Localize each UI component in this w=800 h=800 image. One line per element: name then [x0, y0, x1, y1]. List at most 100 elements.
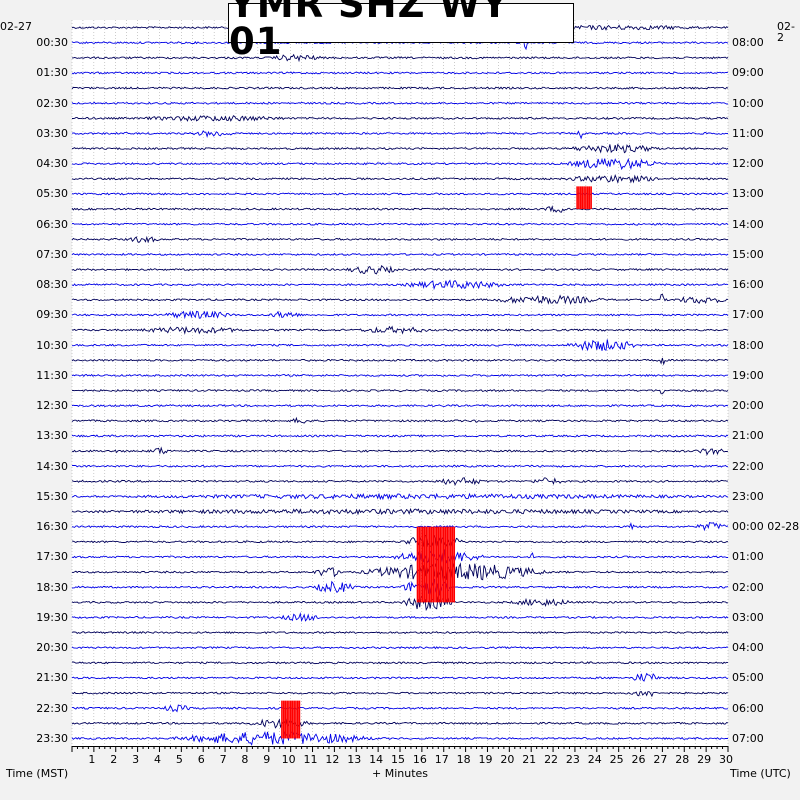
x-tick-label: 29 [697, 753, 712, 766]
trace-line [71, 71, 729, 75]
trace-line [71, 86, 729, 90]
x-tick-label: 12 [325, 753, 340, 766]
left-time-label: 14:30 [36, 459, 68, 473]
left-time-label: 07:30 [36, 247, 68, 261]
x-tick-label: 15 [391, 753, 405, 766]
right-time-label: 08:00 [732, 36, 764, 50]
x-tick-label: 26 [631, 753, 646, 766]
x-tick-label: 23 [565, 753, 580, 766]
trace-line [71, 192, 729, 196]
x-tick-label: 5 [175, 753, 183, 766]
trace-line [71, 37, 729, 51]
trace-line [72, 53, 729, 63]
left-time-label: 16:30 [36, 520, 68, 534]
x-tick-label: 11 [303, 753, 318, 766]
trace-line [71, 492, 729, 501]
left-time-label: 20:30 [36, 641, 68, 655]
right-time-label: 10:00 [732, 96, 764, 110]
trace-line [71, 646, 729, 650]
trace-line [71, 434, 729, 438]
x-tick-label: 9 [263, 753, 271, 766]
trace-line [71, 310, 729, 320]
right-time-label: 21:00 [732, 429, 764, 443]
left-time-label: 11:30 [36, 368, 68, 382]
x-tick-label: 7 [219, 753, 227, 766]
left-time-label: 23:30 [36, 731, 68, 745]
left-time-label: 17:30 [36, 550, 68, 564]
right-time-label: 17:00 [732, 308, 764, 322]
left-time-label: 08:30 [36, 278, 68, 292]
left-time-label: 15:30 [36, 489, 68, 503]
trace-line [71, 416, 729, 424]
left-time-label: 06:30 [36, 217, 68, 231]
x-axis-title: + Minutes [372, 767, 429, 780]
left-time-label: 01:30 [36, 66, 68, 80]
left-time-label: 04:30 [36, 157, 68, 171]
trace-line [71, 174, 729, 184]
x-tick-label: 27 [653, 753, 668, 766]
trace-line [71, 672, 729, 682]
right-time-label: 16:00 [732, 278, 764, 292]
x-tick-label: 4 [153, 753, 161, 766]
x-tick-label: 18 [456, 753, 471, 766]
right-time-label: 19:00 [732, 368, 764, 382]
x-tick-label: 16 [412, 753, 427, 766]
right-time-label: 07:00 [732, 731, 764, 745]
x-tick-label: 3 [132, 753, 140, 766]
left-time-label: 05:30 [36, 187, 68, 201]
clipped-segments [281, 186, 592, 739]
x-tick-label: 28 [675, 753, 690, 766]
trace-lines [71, 24, 729, 746]
right-time-label: 13:00 [732, 187, 764, 201]
trace-line [71, 143, 729, 154]
x-tick-label: 19 [478, 753, 493, 766]
x-tick-label: 17 [434, 753, 449, 766]
trace-line [71, 704, 729, 713]
end-date-label: 02-2 [777, 20, 795, 44]
x-tick-label: 10 [281, 753, 296, 766]
right-time-label: 06:00 [732, 701, 764, 715]
minute-grid [71, 20, 729, 746]
right-time-label: 01:00 [732, 550, 764, 564]
trace-line [71, 534, 729, 549]
left-axis-title: Time (MST) [6, 767, 69, 780]
x-tick-label: 24 [587, 753, 602, 766]
right-time-label: 23:00 [732, 489, 764, 503]
trace-line [71, 446, 729, 456]
left-time-label: 12:30 [36, 399, 68, 413]
trace-line [71, 477, 729, 486]
trace-line [71, 611, 729, 623]
left-time-label: 22:30 [36, 701, 68, 715]
station-title-box: YMR SHZ WY 01 [228, 0, 574, 60]
right-time-label: 02:00 [732, 580, 764, 594]
left-time-label: 18:30 [36, 580, 68, 594]
right-time-label: 15:00 [732, 247, 764, 261]
trace-line [71, 130, 729, 140]
start-date-label: 02-27 [0, 20, 32, 33]
trace-line [72, 339, 729, 352]
trace-line [71, 562, 729, 582]
right-time-label: 11:00 [732, 126, 764, 140]
trace-line [71, 157, 729, 171]
trace-line [71, 265, 729, 275]
trace-line [71, 691, 729, 698]
trace-line [71, 404, 729, 408]
right-time-label: 04:00 [732, 641, 764, 655]
trace-line [71, 507, 729, 516]
x-tick-label: 1 [88, 753, 96, 766]
x-tick-label: 2 [110, 753, 118, 766]
trace-line [71, 357, 729, 366]
trace-line [71, 325, 729, 335]
right-time-label: 18:00 [732, 338, 764, 352]
trace-line [71, 389, 729, 395]
trace-line [72, 115, 729, 122]
right-time-label: 12:00 [732, 157, 764, 171]
station-title: YMR SHZ WY 01 [229, 0, 509, 63]
right-time-label: 20:00 [732, 399, 764, 413]
x-tick-label: 21 [522, 753, 537, 766]
left-time-label: 00:30 [36, 36, 68, 50]
x-tick-label: 22 [544, 753, 559, 766]
trace-line [71, 631, 729, 635]
trace-line [71, 101, 729, 105]
left-time-label: 09:30 [36, 308, 68, 322]
